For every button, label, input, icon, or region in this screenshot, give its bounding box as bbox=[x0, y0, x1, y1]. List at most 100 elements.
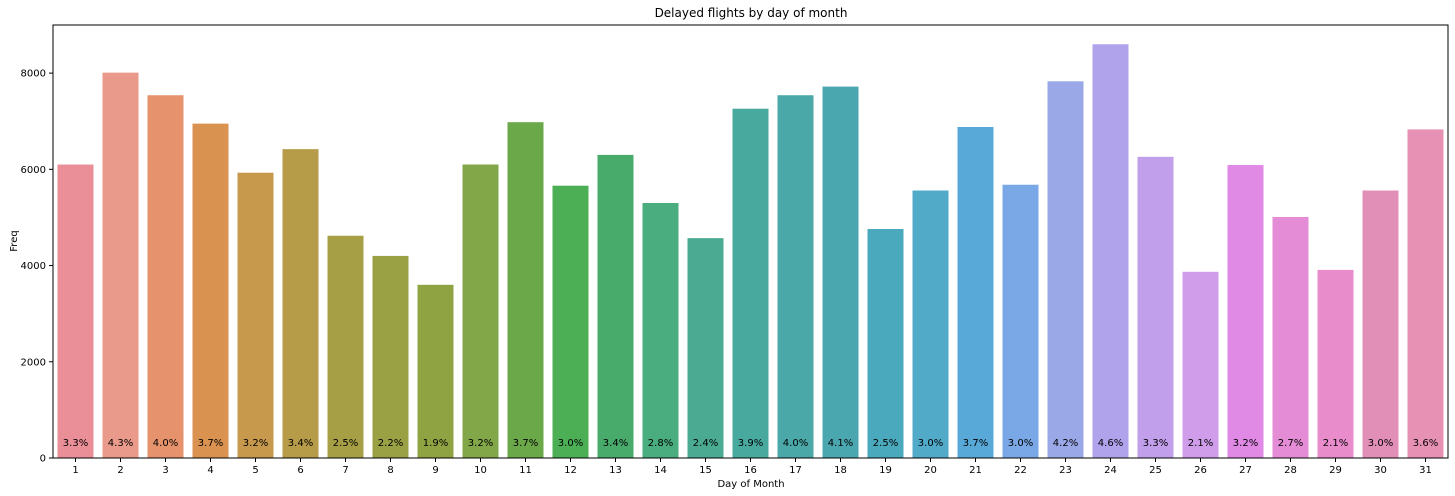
x-tick-label-21: 21 bbox=[969, 465, 982, 476]
data-label-day-16: 3.9% bbox=[738, 438, 763, 449]
bar-day-14 bbox=[642, 203, 679, 458]
y-axis-label: Freq bbox=[9, 230, 20, 251]
x-tick-label-12: 12 bbox=[564, 465, 577, 476]
x-tick-label-17: 17 bbox=[789, 465, 802, 476]
x-tick-label-19: 19 bbox=[879, 465, 892, 476]
x-tick-label-8: 8 bbox=[387, 465, 393, 476]
bars-group bbox=[57, 44, 1444, 459]
x-tick-label-24: 24 bbox=[1104, 465, 1117, 476]
data-label-day-12: 3.0% bbox=[558, 438, 583, 449]
y-tick-label-2000: 2000 bbox=[21, 357, 46, 368]
data-label-day-27: 3.2% bbox=[1233, 438, 1258, 449]
x-tick-label-27: 27 bbox=[1239, 465, 1252, 476]
bar-day-27 bbox=[1227, 165, 1264, 458]
bar-day-4 bbox=[192, 123, 229, 458]
data-label-day-23: 4.2% bbox=[1053, 438, 1078, 449]
data-label-day-30: 3.0% bbox=[1368, 438, 1393, 449]
x-tick-label-13: 13 bbox=[609, 465, 622, 476]
x-tick-label-25: 25 bbox=[1149, 465, 1162, 476]
bar-day-17 bbox=[777, 95, 814, 459]
data-label-day-8: 2.2% bbox=[378, 438, 403, 449]
data-label-day-4: 3.7% bbox=[198, 438, 223, 449]
data-labels-group: 3.3% 4.3% 4.0% 3.7% 3.2% 3.4% 2.5% 2.2% 1.9% 3.2%… bbox=[63, 438, 1438, 449]
x-tick-label-6: 6 bbox=[297, 465, 303, 476]
x-tick-label-10: 10 bbox=[474, 465, 487, 476]
x-tick-label-29: 29 bbox=[1329, 465, 1342, 476]
data-label-day-1: 3.3% bbox=[63, 438, 88, 449]
x-tick-label-11: 11 bbox=[519, 465, 532, 476]
bar-day-8 bbox=[372, 255, 409, 458]
x-tick-label-5: 5 bbox=[252, 465, 258, 476]
bar-day-16 bbox=[732, 108, 769, 459]
data-label-day-31: 3.6% bbox=[1413, 438, 1438, 449]
x-tick-label-23: 23 bbox=[1059, 465, 1072, 476]
bar-day-30 bbox=[1362, 190, 1399, 458]
data-label-day-15: 2.4% bbox=[693, 438, 718, 449]
data-label-day-13: 3.4% bbox=[603, 438, 628, 449]
bar-day-5 bbox=[237, 172, 274, 458]
x-tick-label-16: 16 bbox=[744, 465, 757, 476]
x-axis-ticks: 1 2 3 4 5 6 7 8 9 10 11 12 13 14 15 16 17 18 19 20 21 22 23 24 2… bbox=[72, 458, 1432, 476]
bar-day-15 bbox=[687, 238, 724, 458]
x-tick-label-3: 3 bbox=[162, 465, 168, 476]
y-tick-label-4000: 4000 bbox=[21, 261, 46, 272]
bar-day-12 bbox=[552, 185, 589, 458]
x-tick-label-18: 18 bbox=[834, 465, 847, 476]
data-label-day-10: 3.2% bbox=[468, 438, 493, 449]
chart-title: Delayed flights by day of month bbox=[655, 6, 848, 20]
plot-frame bbox=[52, 24, 1449, 459]
x-tick-label-30: 30 bbox=[1374, 465, 1387, 476]
data-label-day-14: 2.8% bbox=[648, 438, 673, 449]
bar-day-13 bbox=[597, 154, 634, 458]
x-tick-label-26: 26 bbox=[1194, 465, 1207, 476]
data-label-day-18: 4.1% bbox=[828, 438, 853, 449]
y-tick-label-8000: 8000 bbox=[21, 69, 46, 80]
bar-day-24 bbox=[1092, 44, 1129, 459]
x-tick-label-2: 2 bbox=[117, 465, 123, 476]
x-tick-label-1: 1 bbox=[72, 465, 78, 476]
bar-day-10 bbox=[462, 164, 499, 458]
bar-day-7 bbox=[327, 235, 364, 458]
x-tick-label-20: 20 bbox=[924, 465, 937, 476]
data-label-day-6: 3.4% bbox=[288, 438, 313, 449]
bar-day-31 bbox=[1407, 129, 1444, 458]
x-tick-label-4: 4 bbox=[207, 465, 213, 476]
data-label-day-22: 3.0% bbox=[1008, 438, 1033, 449]
data-label-day-29: 2.1% bbox=[1323, 438, 1348, 449]
data-label-day-9: 1.9% bbox=[423, 438, 448, 449]
x-axis-label: Day of Month bbox=[717, 479, 784, 490]
data-label-day-5: 3.2% bbox=[243, 438, 268, 449]
x-tick-label-28: 28 bbox=[1284, 465, 1297, 476]
data-label-day-19: 2.5% bbox=[873, 438, 898, 449]
bar-day-19 bbox=[867, 228, 904, 458]
x-tick-label-31: 31 bbox=[1419, 465, 1432, 476]
bar-day-6 bbox=[282, 149, 319, 458]
bar-day-9 bbox=[417, 284, 454, 458]
x-tick-label-14: 14 bbox=[654, 465, 667, 476]
y-axis-ticks: 0 2000 4000 6000 8000 bbox=[21, 69, 53, 465]
data-label-day-21: 3.7% bbox=[963, 438, 988, 449]
bar-day-11 bbox=[507, 122, 544, 459]
bar-day-26 bbox=[1182, 271, 1219, 458]
data-label-day-7: 2.5% bbox=[333, 438, 358, 449]
x-tick-label-7: 7 bbox=[342, 465, 348, 476]
data-label-day-25: 3.3% bbox=[1143, 438, 1168, 449]
data-label-day-24: 4.6% bbox=[1098, 438, 1123, 449]
data-label-day-20: 3.0% bbox=[918, 438, 943, 449]
y-tick-label-0: 0 bbox=[40, 454, 46, 465]
y-tick-label-6000: 6000 bbox=[21, 165, 46, 176]
data-label-day-3: 4.0% bbox=[153, 438, 178, 449]
bar-day-2 bbox=[102, 72, 139, 458]
data-label-day-26: 2.1% bbox=[1188, 438, 1213, 449]
x-tick-label-22: 22 bbox=[1014, 465, 1027, 476]
bar-day-21 bbox=[957, 127, 994, 458]
bar-day-20 bbox=[912, 190, 949, 458]
data-label-day-28: 2.7% bbox=[1278, 438, 1303, 449]
bar-day-1 bbox=[57, 164, 94, 458]
data-label-day-2: 4.3% bbox=[108, 438, 133, 449]
bar-day-23 bbox=[1047, 81, 1084, 458]
x-tick-label-15: 15 bbox=[699, 465, 712, 476]
x-tick-label-9: 9 bbox=[432, 465, 438, 476]
data-label-day-17: 4.0% bbox=[783, 438, 808, 449]
